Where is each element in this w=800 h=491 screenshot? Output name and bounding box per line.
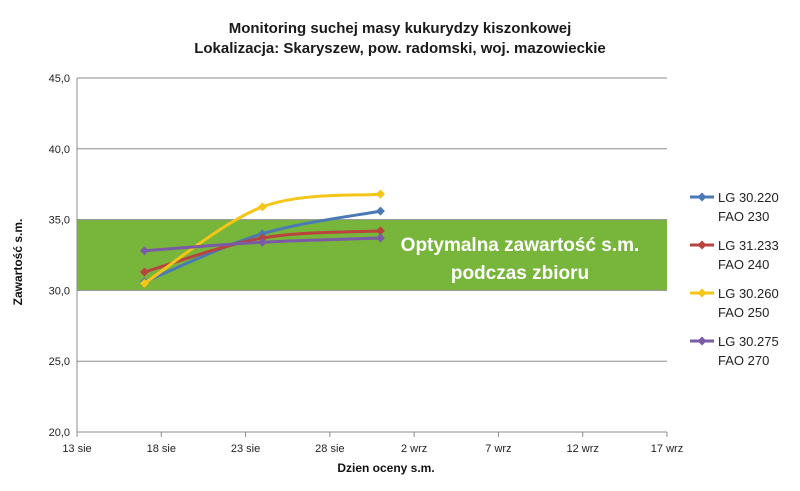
x-tick-label: 17 wrz	[651, 443, 683, 455]
series-2	[139, 189, 385, 288]
legend-label: FAO 250	[718, 305, 769, 320]
legend-swatch-marker	[697, 288, 707, 298]
optimal-band-label: Optymalna zawartość s.m.	[401, 235, 640, 256]
x-tick-label: 13 sie	[62, 443, 91, 455]
optimal-band-label: podczas zbioru	[451, 263, 589, 284]
data-point	[375, 233, 385, 243]
data-point	[257, 237, 267, 247]
x-tick-label: 12 wrz	[567, 443, 599, 455]
legend-label: FAO 240	[718, 257, 769, 272]
series-3	[139, 233, 385, 256]
chart-title-line-2: Lokalizacja: Skaryszew, pow. radomski, w…	[194, 40, 606, 57]
y-tick-label: 35,0	[49, 215, 70, 227]
legend-label: FAO 230	[718, 209, 769, 224]
x-tick-label: 18 sie	[147, 443, 176, 455]
data-point	[375, 226, 385, 236]
x-tick-label: 28 sie	[315, 443, 344, 455]
legend-label: LG 30.260	[718, 286, 779, 301]
legend-entry: LG 30.275 FAO 270	[690, 334, 779, 368]
chart-title-line-1: Monitoring suchej masy kukurydzy kiszonk…	[229, 20, 572, 37]
legend-label: LG 30.220	[718, 190, 779, 205]
y-axis-title: Zawartość s.m.	[11, 219, 25, 306]
y-tick-label: 25,0	[49, 356, 70, 368]
data-point	[257, 202, 267, 212]
legend-entry: LG 30.260 FAO 250	[690, 286, 779, 320]
legend-label: FAO 270	[718, 353, 769, 368]
y-tick-label: 45,0	[49, 73, 70, 85]
legend-swatch-marker	[697, 336, 707, 346]
data-point	[375, 189, 385, 199]
legend-swatch-marker	[697, 240, 707, 250]
y-tick-label: 20,0	[49, 427, 70, 439]
data-point	[139, 267, 149, 277]
data-point	[139, 278, 149, 288]
x-tick-label: 7 wrz	[485, 443, 511, 455]
y-tick-label: 30,0	[49, 285, 70, 297]
legend-label: LG 31.233	[718, 238, 779, 253]
y-tick-label: 40,0	[49, 144, 70, 156]
x-tick-label: 23 sie	[231, 443, 260, 455]
legend-label: LG 30.275	[718, 334, 779, 349]
x-tick-label: 2 wrz	[401, 443, 427, 455]
data-point	[375, 206, 385, 216]
legend-entry: LG 30.220 FAO 230	[690, 190, 779, 224]
data-point	[139, 246, 149, 256]
legend-entry: LG 31.233 FAO 240	[690, 238, 779, 272]
legend-swatch-marker	[697, 192, 707, 202]
x-axis-title: Dzien oceny s.m.	[337, 461, 434, 475]
